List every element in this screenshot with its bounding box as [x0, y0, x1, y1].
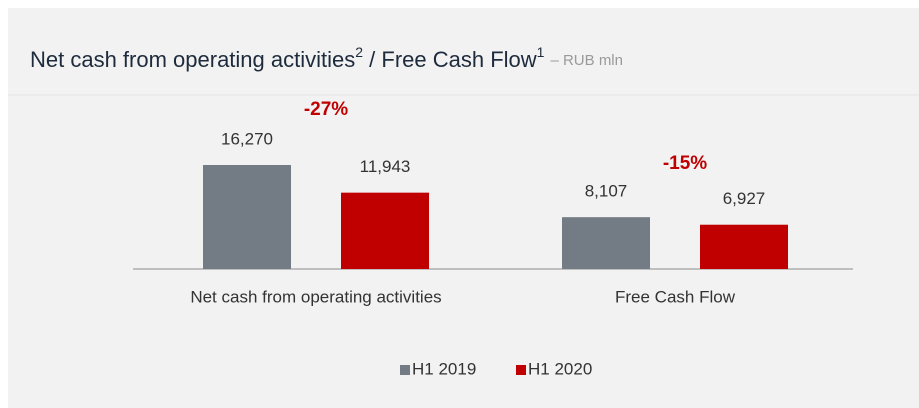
- bar: [700, 224, 788, 269]
- legend-swatch: [516, 365, 526, 375]
- subtitle: – RUB mln: [550, 52, 623, 69]
- value-label: 11,943: [360, 157, 411, 176]
- annotation: -15%: [663, 153, 707, 174]
- panel: [8, 8, 919, 408]
- annotation: -27%: [304, 99, 348, 120]
- value-label: 6,927: [723, 189, 766, 208]
- value-label: 8,107: [585, 182, 628, 201]
- x-tick-label: Net cash from operating activities: [190, 287, 441, 306]
- value-label: 16,270: [221, 129, 273, 148]
- title-part: / Free Cash Flow: [363, 47, 537, 72]
- bar: [562, 217, 650, 269]
- title-sup: 1: [537, 44, 545, 60]
- x-tick-label: Free Cash Flow: [615, 287, 736, 306]
- title-sup: 2: [355, 44, 363, 60]
- title-part: Net cash from operating activities: [30, 47, 355, 72]
- bar: [203, 165, 291, 269]
- legend-swatch: [400, 365, 410, 375]
- legend-label: H1 2019: [412, 359, 476, 378]
- bar: [341, 192, 429, 269]
- legend-label: H1 2020: [528, 359, 592, 378]
- chart-title: Net cash from operating activities2 / Fr…: [30, 44, 623, 72]
